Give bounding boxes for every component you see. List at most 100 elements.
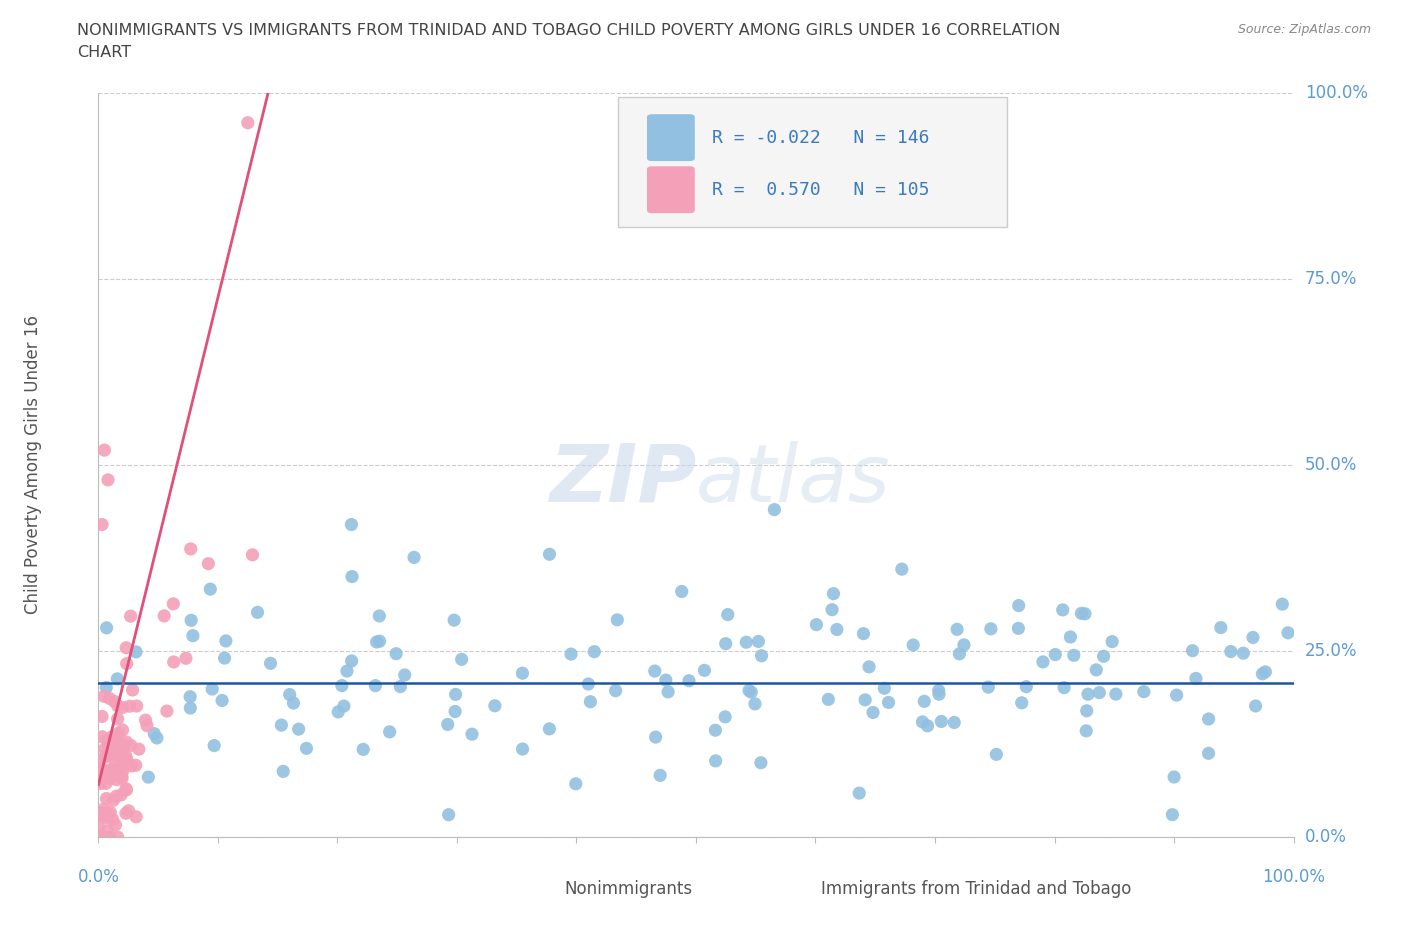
Point — [858, 659, 880, 674]
Point — [1181, 644, 1204, 658]
Text: Nonimmigrants: Nonimmigrants — [565, 880, 693, 898]
Point — [98, 736, 121, 751]
Point — [105, 789, 128, 804]
Point — [538, 547, 561, 562]
Point — [461, 726, 484, 741]
Point — [1032, 655, 1054, 670]
Point — [287, 722, 309, 737]
Point — [125, 644, 148, 659]
Point — [125, 809, 148, 824]
Point — [704, 723, 727, 737]
Point — [93, 768, 115, 783]
Point — [111, 700, 134, 715]
Point — [389, 679, 412, 694]
Point — [100, 804, 122, 819]
Point — [1185, 671, 1208, 685]
Point — [443, 613, 465, 628]
Point — [105, 764, 128, 779]
Point — [650, 768, 672, 783]
Point — [1133, 684, 1156, 699]
Text: ZIP: ZIP — [548, 441, 696, 519]
Point — [655, 672, 678, 687]
Point — [96, 680, 118, 695]
Point — [444, 687, 467, 702]
Point — [115, 657, 138, 671]
Point — [512, 666, 534, 681]
Point — [328, 704, 350, 719]
Point — [270, 718, 292, 733]
Point — [336, 664, 359, 679]
Point — [1074, 606, 1097, 621]
Point — [136, 770, 159, 785]
Point — [89, 830, 111, 844]
Point — [763, 502, 786, 517]
Point — [111, 764, 134, 778]
Point — [1070, 606, 1092, 621]
Point — [98, 764, 121, 779]
Point — [91, 517, 114, 532]
Text: 100.0%: 100.0% — [1263, 868, 1324, 885]
Point — [644, 664, 666, 679]
Point — [153, 608, 176, 623]
Point — [565, 777, 588, 791]
Point — [877, 695, 900, 710]
Point — [115, 782, 138, 797]
Point — [1007, 621, 1029, 636]
Point — [97, 472, 120, 487]
Point — [236, 115, 259, 130]
Point — [1008, 598, 1031, 613]
Point — [583, 644, 606, 659]
Point — [115, 749, 138, 764]
Point — [740, 684, 762, 699]
Point — [90, 830, 112, 844]
FancyBboxPatch shape — [782, 872, 815, 906]
Point — [1244, 698, 1267, 713]
Point — [96, 791, 118, 806]
Point — [105, 772, 128, 787]
Point — [96, 620, 118, 635]
Text: Immigrants from Trinidad and Tobago: Immigrants from Trinidad and Tobago — [821, 880, 1132, 898]
Point — [1198, 746, 1220, 761]
Point — [751, 648, 773, 663]
Text: NONIMMIGRANTS VS IMMIGRANTS FROM TRINIDAD AND TOBAGO CHILD POVERTY AMONG GIRLS U: NONIMMIGRANTS VS IMMIGRANTS FROM TRINIDA… — [77, 23, 1060, 38]
Point — [146, 731, 169, 746]
Point — [368, 633, 391, 648]
Point — [94, 741, 117, 756]
Point — [179, 689, 201, 704]
Point — [911, 714, 934, 729]
Point — [93, 689, 115, 704]
Point — [117, 804, 139, 818]
Point — [120, 759, 142, 774]
Point — [118, 698, 141, 713]
Point — [977, 680, 1000, 695]
Point — [215, 633, 238, 648]
Point — [825, 622, 848, 637]
Point — [115, 752, 138, 767]
Point — [605, 684, 627, 698]
Point — [368, 608, 391, 623]
Point — [115, 806, 138, 821]
Point — [402, 550, 425, 565]
Point — [1232, 645, 1254, 660]
Point — [917, 718, 939, 733]
Point — [180, 613, 202, 628]
Point — [107, 830, 129, 844]
Point — [180, 541, 202, 556]
Point — [912, 694, 935, 709]
Point — [108, 748, 131, 763]
Point — [986, 747, 1008, 762]
Point — [90, 830, 112, 844]
Point — [579, 695, 602, 710]
Point — [103, 744, 125, 759]
Point — [704, 753, 727, 768]
Point — [1105, 686, 1128, 701]
Point — [90, 776, 112, 790]
Point — [104, 817, 127, 832]
Point — [96, 823, 118, 838]
Point — [105, 747, 128, 762]
Point — [98, 748, 121, 763]
Point — [91, 729, 114, 744]
Point — [103, 694, 125, 709]
Point — [111, 737, 134, 752]
Point — [1059, 630, 1081, 644]
